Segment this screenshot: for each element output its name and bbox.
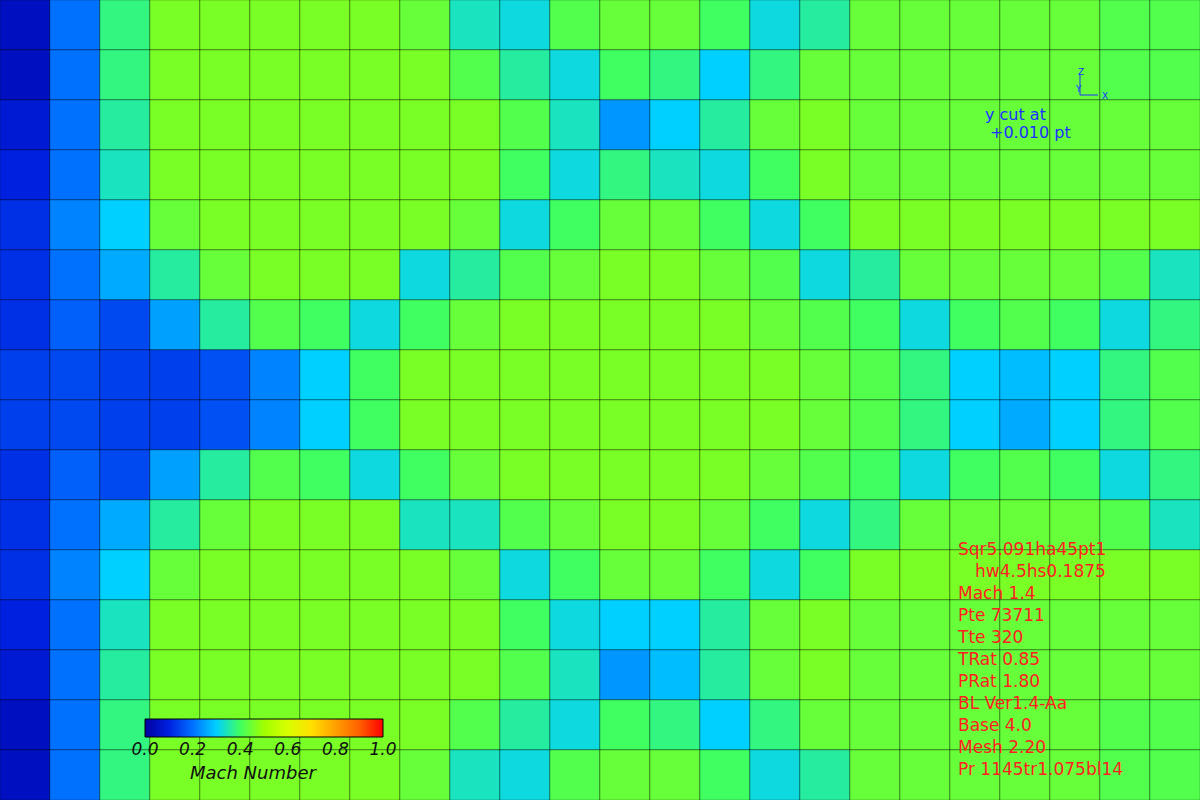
svg-text:0.8: 0.8 [322,739,349,759]
svg-text:y cut at: y cut at [985,105,1046,124]
svg-text:Mach 1.4: Mach 1.4 [958,583,1036,603]
svg-text:TRat 0.85: TRat 0.85 [957,649,1040,669]
svg-text:0.4: 0.4 [227,739,254,759]
svg-text:Base 4.0: Base 4.0 [958,715,1032,735]
svg-text:PRat 1.80: PRat 1.80 [958,671,1040,691]
svg-text:Z: Z [1078,67,1084,77]
svg-text:BL Ver1.4-Aa: BL Ver1.4-Aa [958,693,1067,713]
svg-text:X: X [1102,91,1108,101]
svg-text:Pte 73711: Pte 73711 [958,605,1045,625]
svg-text:hw4.5hs0.1875: hw4.5hs0.1875 [975,561,1106,581]
svg-text:Sqr5.091ha45pt1: Sqr5.091ha45pt1 [958,539,1106,559]
svg-text:0.0: 0.0 [131,739,158,759]
svg-text:Tte 320: Tte 320 [957,627,1023,647]
svg-text:0.6: 0.6 [274,739,301,759]
svg-text:Mesh 2.20: Mesh 2.20 [958,737,1046,757]
svg-text:Pr 1145tr1.075bl14: Pr 1145tr1.075bl14 [958,759,1123,779]
svg-text:+0.010 pt: +0.010 pt [990,123,1071,142]
svg-text:0.2: 0.2 [179,739,206,759]
svg-text:Mach Number: Mach Number [190,762,317,783]
svg-text:Y: Y [1075,84,1082,94]
svg-text:1.0: 1.0 [369,739,396,759]
